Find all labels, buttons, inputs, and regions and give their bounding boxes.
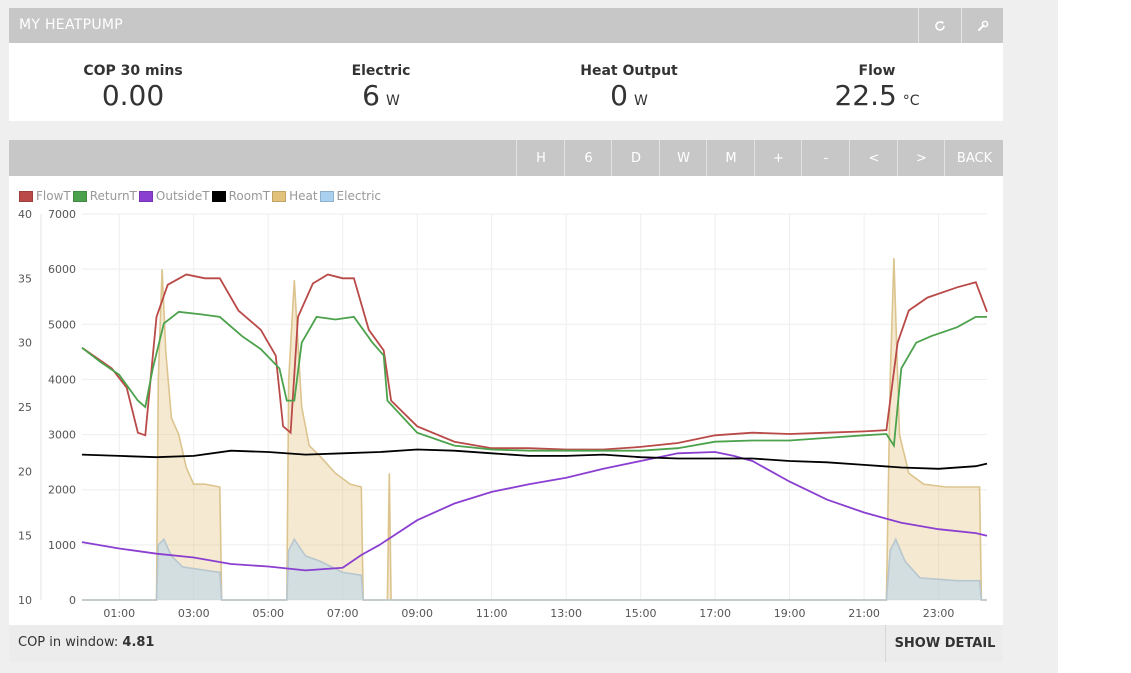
legend-item-returnt[interactable]: ReturnT — [72, 189, 137, 203]
y-right-tick-label: 2000 — [48, 484, 76, 497]
stat-value: 0 — [610, 79, 628, 112]
legend-label: ReturnT — [89, 189, 137, 203]
series-line-heat — [82, 258, 987, 601]
back-button[interactable]: BACK — [944, 140, 1004, 176]
chart-toolbar: H 6 D W M + - < > BACK — [9, 140, 1003, 176]
stat-value: 22.5 — [834, 79, 897, 112]
legend-label: Electric — [336, 189, 382, 203]
x-tick-label: 23:00 — [923, 607, 955, 620]
y-right-tick-label: 7000 — [48, 208, 76, 221]
y-left-tick-label: 20 — [18, 465, 32, 478]
chart-panel: FlowT ReturnT OutsideT RoomT Heat Electric 10… — [9, 176, 1003, 625]
wrench-icon — [978, 20, 989, 31]
legend-item-roomt[interactable]: RoomT — [211, 189, 271, 203]
app-header: MY HEATPUMP — [9, 8, 1003, 43]
x-tick-label: 01:00 — [103, 607, 135, 620]
range-hour-button[interactable]: H — [516, 140, 565, 176]
stat-unit: W — [633, 93, 648, 109]
heatpump-chart[interactable]: 10 15 20 25 30 35 40 0 1000 2000 3000 4000 5000 6000 7… — [9, 176, 1003, 625]
cop-window-value: 4.81 — [122, 635, 155, 650]
stat-label: COP 30 mins — [83, 63, 183, 79]
refresh-icon — [935, 20, 945, 31]
range-week-button[interactable]: W — [659, 140, 707, 176]
stat-unit: °C — [902, 93, 920, 109]
y-right-tick-label: 3000 — [48, 429, 76, 442]
stat-label: Flow — [858, 63, 896, 79]
x-tick-label: 17:00 — [699, 607, 731, 620]
zoom-in-button[interactable]: + — [754, 140, 802, 176]
pan-right-button[interactable]: > — [897, 140, 945, 176]
legend-label: OutsideT — [155, 189, 210, 203]
range-6h-button[interactable]: 6 — [564, 140, 612, 176]
legend-item-electric[interactable]: Electric — [319, 189, 382, 203]
x-tick-label: 19:00 — [774, 607, 806, 620]
zoom-out-button[interactable]: - — [801, 140, 850, 176]
range-day-button[interactable]: D — [611, 140, 660, 176]
series-area-electric — [82, 539, 987, 600]
y-left-tick-label: 15 — [18, 530, 32, 543]
x-tick-label: 05:00 — [252, 607, 284, 620]
series-line-roomt — [81, 448, 988, 470]
legend-swatch — [138, 190, 153, 202]
y-left-tick-label: 35 — [18, 272, 32, 285]
y-right-tick-label: 4000 — [48, 373, 76, 386]
stat-cop: COP 30 mins 0.00 — [9, 43, 257, 112]
x-tick-label: 07:00 — [327, 607, 359, 620]
x-tick-label: 13:00 — [550, 607, 582, 620]
y-right-tick-label: 5000 — [48, 318, 76, 331]
cop-window: COP in window: 4.81 — [18, 635, 154, 650]
stat-value: 6 — [362, 79, 380, 112]
series-line-flowt — [81, 273, 988, 451]
x-tick-label: 15:00 — [625, 607, 657, 620]
page-margin — [1058, 0, 1131, 673]
range-month-button[interactable]: M — [706, 140, 755, 176]
settings-button[interactable] — [961, 8, 1004, 43]
y-left-tick-label: 30 — [18, 337, 32, 350]
legend-swatch — [72, 190, 87, 202]
x-tick-label: 11:00 — [476, 607, 508, 620]
y-left-tick-label: 10 — [18, 594, 32, 607]
legend-swatch — [319, 190, 334, 202]
stat-unit: W — [385, 93, 400, 109]
legend-item-flowt[interactable]: FlowT — [19, 189, 71, 203]
series-line-electric — [82, 537, 987, 601]
y-left-tick-label: 40 — [18, 208, 32, 221]
stat-value: 0.00 — [101, 79, 165, 112]
app-title: MY HEATPUMP — [19, 17, 124, 33]
legend-swatch — [272, 190, 287, 202]
x-tick-label: 03:00 — [178, 607, 210, 620]
pan-left-button[interactable]: < — [849, 140, 898, 176]
cop-window-label: COP in window: — [18, 635, 119, 650]
y-right-tick-label: 0 — [69, 594, 76, 607]
y-left-tick-label: 25 — [18, 401, 32, 414]
series-line-returnt — [81, 310, 987, 452]
refresh-button[interactable] — [918, 8, 961, 43]
legend-swatch — [211, 190, 226, 202]
y-right-tick-label: 6000 — [48, 263, 76, 276]
stat-flow: Flow 22.5 °C — [753, 43, 1001, 112]
legend-label: Heat — [289, 189, 318, 203]
y-right-tick-label: 1000 — [48, 539, 76, 552]
series-line-outsidet — [81, 451, 988, 572]
legend-item-outsidet[interactable]: OutsideT — [138, 189, 210, 203]
chart-legend: FlowT ReturnT OutsideT RoomT Heat Electric — [19, 189, 383, 203]
footer-bar: COP in window: 4.81 SHOW DETAIL — [9, 625, 1003, 662]
stat-label: Heat Output — [580, 63, 678, 79]
series-area-heat — [82, 258, 987, 600]
legend-item-heat[interactable]: Heat — [272, 189, 318, 203]
legend-swatch — [19, 190, 33, 202]
show-detail-button[interactable]: SHOW DETAIL — [885, 625, 1004, 662]
x-tick-label: 21:00 — [848, 607, 880, 620]
x-tick-label: 09:00 — [401, 607, 433, 620]
legend-label: RoomT — [228, 189, 271, 203]
legend-label: FlowT — [36, 189, 71, 203]
stat-label: Electric — [351, 63, 411, 79]
